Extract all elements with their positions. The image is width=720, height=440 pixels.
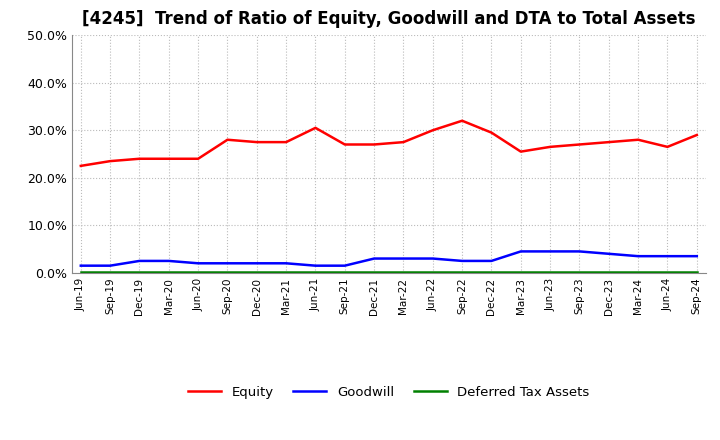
Deferred Tax Assets	[194, 269, 202, 275]
Deferred Tax Assets	[487, 269, 496, 275]
Equity	[164, 156, 173, 161]
Deferred Tax Assets	[575, 269, 584, 275]
Deferred Tax Assets	[634, 269, 642, 275]
Goodwill	[341, 263, 349, 268]
Goodwill	[253, 260, 261, 266]
Equity	[634, 137, 642, 143]
Goodwill	[605, 251, 613, 257]
Deferred Tax Assets	[399, 269, 408, 275]
Deferred Tax Assets	[370, 269, 379, 275]
Goodwill	[428, 256, 437, 261]
Equity	[399, 139, 408, 145]
Goodwill	[106, 263, 114, 268]
Equity	[605, 139, 613, 145]
Deferred Tax Assets	[164, 269, 173, 275]
Deferred Tax Assets	[516, 269, 525, 275]
Goodwill	[693, 253, 701, 259]
Equity	[428, 128, 437, 133]
Equity	[575, 142, 584, 147]
Goodwill	[282, 260, 290, 266]
Equity	[458, 118, 467, 123]
Deferred Tax Assets	[428, 269, 437, 275]
Equity	[223, 137, 232, 143]
Line: Goodwill: Goodwill	[81, 251, 697, 266]
Goodwill	[370, 256, 379, 261]
Goodwill	[135, 258, 144, 264]
Deferred Tax Assets	[693, 269, 701, 275]
Goodwill	[194, 260, 202, 266]
Deferred Tax Assets	[223, 269, 232, 275]
Equity	[516, 149, 525, 154]
Equity	[253, 139, 261, 145]
Deferred Tax Assets	[663, 269, 672, 275]
Goodwill	[546, 249, 554, 254]
Deferred Tax Assets	[458, 269, 467, 275]
Equity	[106, 158, 114, 164]
Goodwill	[575, 249, 584, 254]
Equity	[194, 156, 202, 161]
Goodwill	[458, 258, 467, 264]
Goodwill	[399, 256, 408, 261]
Deferred Tax Assets	[253, 269, 261, 275]
Legend: Equity, Goodwill, Deferred Tax Assets: Equity, Goodwill, Deferred Tax Assets	[183, 381, 595, 404]
Goodwill	[516, 249, 525, 254]
Equity	[311, 125, 320, 131]
Equity	[282, 139, 290, 145]
Deferred Tax Assets	[605, 269, 613, 275]
Equity	[663, 144, 672, 150]
Goodwill	[76, 263, 85, 268]
Equity	[693, 132, 701, 138]
Deferred Tax Assets	[341, 269, 349, 275]
Deferred Tax Assets	[76, 269, 85, 275]
Goodwill	[311, 263, 320, 268]
Deferred Tax Assets	[546, 269, 554, 275]
Equity	[76, 163, 85, 169]
Goodwill	[487, 258, 496, 264]
Goodwill	[223, 260, 232, 266]
Equity	[487, 130, 496, 135]
Deferred Tax Assets	[135, 269, 144, 275]
Equity	[370, 142, 379, 147]
Equity	[341, 142, 349, 147]
Deferred Tax Assets	[311, 269, 320, 275]
Equity	[546, 144, 554, 150]
Deferred Tax Assets	[282, 269, 290, 275]
Deferred Tax Assets	[106, 269, 114, 275]
Line: Equity: Equity	[81, 121, 697, 166]
Goodwill	[164, 258, 173, 264]
Title: [4245]  Trend of Ratio of Equity, Goodwill and DTA to Total Assets: [4245] Trend of Ratio of Equity, Goodwil…	[82, 10, 696, 28]
Goodwill	[634, 253, 642, 259]
Equity	[135, 156, 144, 161]
Goodwill	[663, 253, 672, 259]
